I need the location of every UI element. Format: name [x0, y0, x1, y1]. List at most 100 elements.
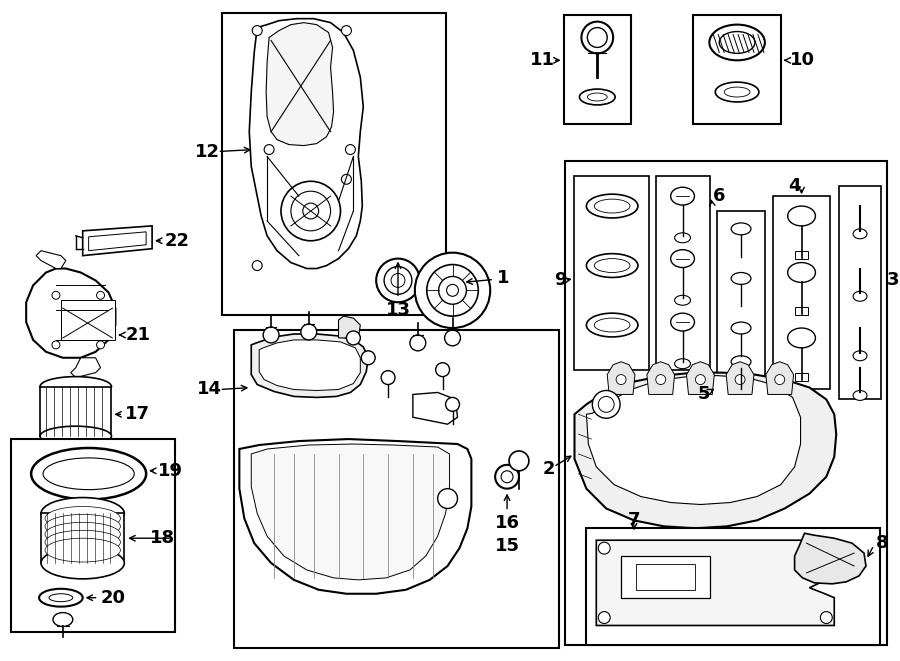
- Text: 21: 21: [125, 326, 150, 344]
- Text: 1: 1: [497, 270, 509, 288]
- Circle shape: [341, 175, 351, 184]
- Polygon shape: [71, 358, 101, 377]
- Circle shape: [361, 351, 375, 365]
- Circle shape: [821, 611, 833, 623]
- Ellipse shape: [675, 233, 690, 243]
- Ellipse shape: [731, 272, 751, 284]
- Text: 7: 7: [627, 512, 640, 529]
- Ellipse shape: [594, 318, 630, 332]
- Text: 10: 10: [789, 52, 814, 69]
- Polygon shape: [259, 340, 360, 391]
- Bar: [564, 161, 886, 645]
- Text: 11: 11: [530, 52, 554, 69]
- Circle shape: [495, 465, 519, 488]
- Polygon shape: [338, 316, 360, 338]
- Circle shape: [616, 375, 626, 385]
- Bar: [656, 176, 710, 369]
- Text: 2: 2: [542, 460, 554, 478]
- Text: 14: 14: [196, 381, 221, 399]
- Circle shape: [735, 375, 745, 385]
- Circle shape: [392, 274, 405, 288]
- Circle shape: [341, 26, 351, 36]
- Polygon shape: [766, 362, 794, 395]
- Bar: [574, 176, 649, 369]
- Ellipse shape: [719, 32, 755, 54]
- Circle shape: [376, 258, 419, 302]
- Text: 6: 6: [714, 187, 725, 205]
- Circle shape: [775, 375, 785, 385]
- Bar: [563, 15, 631, 124]
- Bar: [61, 300, 115, 340]
- Text: 15: 15: [495, 537, 519, 555]
- Ellipse shape: [39, 589, 83, 607]
- Circle shape: [346, 145, 356, 155]
- Text: 8: 8: [876, 534, 888, 552]
- Text: 20: 20: [101, 589, 125, 607]
- Circle shape: [96, 341, 104, 349]
- Circle shape: [598, 397, 614, 412]
- Ellipse shape: [788, 262, 815, 282]
- Circle shape: [821, 542, 833, 554]
- Text: 22: 22: [165, 232, 190, 250]
- Bar: [221, 13, 446, 315]
- Ellipse shape: [43, 458, 134, 490]
- Polygon shape: [608, 362, 635, 395]
- Text: 19: 19: [158, 462, 183, 480]
- Circle shape: [656, 375, 666, 385]
- Circle shape: [438, 276, 466, 304]
- Polygon shape: [251, 334, 368, 397]
- Ellipse shape: [53, 613, 73, 627]
- Circle shape: [588, 28, 608, 48]
- Circle shape: [96, 292, 104, 299]
- Bar: [795, 373, 808, 381]
- Ellipse shape: [45, 514, 121, 538]
- Ellipse shape: [41, 547, 124, 579]
- Ellipse shape: [45, 522, 121, 546]
- Ellipse shape: [41, 498, 124, 529]
- Text: 4: 4: [788, 177, 801, 195]
- Polygon shape: [726, 362, 754, 395]
- Circle shape: [291, 191, 330, 231]
- Ellipse shape: [670, 187, 695, 205]
- Text: 17: 17: [125, 405, 150, 423]
- Circle shape: [592, 391, 620, 418]
- Ellipse shape: [788, 206, 815, 226]
- Circle shape: [301, 324, 317, 340]
- Bar: [717, 211, 765, 385]
- Ellipse shape: [731, 322, 751, 334]
- Ellipse shape: [594, 258, 630, 272]
- Bar: [621, 556, 710, 598]
- Circle shape: [509, 451, 529, 471]
- Circle shape: [252, 26, 262, 36]
- Ellipse shape: [45, 506, 121, 530]
- Text: 3: 3: [886, 272, 899, 290]
- Polygon shape: [36, 251, 66, 268]
- Ellipse shape: [594, 199, 630, 213]
- Polygon shape: [597, 540, 834, 625]
- Polygon shape: [795, 533, 866, 584]
- Text: 12: 12: [195, 143, 220, 161]
- Circle shape: [696, 375, 706, 385]
- Ellipse shape: [587, 254, 638, 278]
- Circle shape: [410, 335, 426, 351]
- Ellipse shape: [40, 377, 112, 397]
- Bar: [636, 564, 696, 590]
- Ellipse shape: [587, 194, 638, 218]
- Text: 13: 13: [385, 301, 410, 319]
- Bar: [587, 528, 880, 645]
- Bar: [41, 514, 124, 563]
- Circle shape: [501, 471, 513, 483]
- Ellipse shape: [49, 594, 73, 602]
- Polygon shape: [647, 362, 675, 395]
- Circle shape: [302, 203, 319, 219]
- Circle shape: [598, 542, 610, 554]
- Polygon shape: [687, 362, 715, 395]
- Circle shape: [381, 371, 395, 385]
- Circle shape: [263, 327, 279, 343]
- Circle shape: [598, 611, 610, 623]
- Bar: [40, 387, 112, 436]
- Ellipse shape: [675, 359, 690, 369]
- Ellipse shape: [670, 313, 695, 331]
- Ellipse shape: [588, 93, 608, 101]
- Ellipse shape: [32, 448, 146, 500]
